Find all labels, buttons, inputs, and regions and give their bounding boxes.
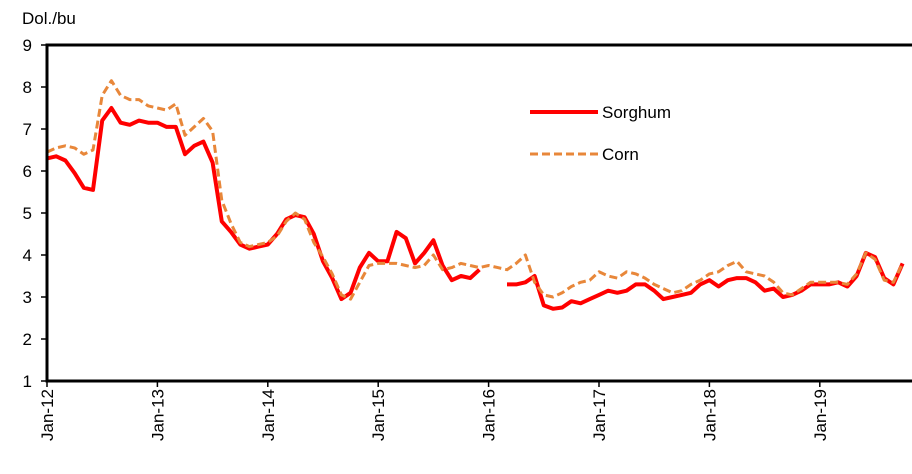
x-tick-label: Jan-19 xyxy=(811,389,830,441)
x-tick-label: Jan-16 xyxy=(480,389,499,441)
y-tick-label: 9 xyxy=(23,36,32,55)
x-tick-label: Jan-17 xyxy=(590,389,609,441)
x-tick-label: Jan-14 xyxy=(259,389,278,441)
x-tick-label: Jan-15 xyxy=(369,389,388,441)
series-line xyxy=(46,79,904,301)
y-tick-label: 1 xyxy=(23,372,32,391)
y-tick-label: 3 xyxy=(23,288,32,307)
y-tick-label: 7 xyxy=(23,120,32,139)
y-tick-label: 5 xyxy=(23,204,32,223)
x-tick-label: Jan-13 xyxy=(148,389,167,441)
y-tick-label: 4 xyxy=(23,246,32,265)
series-line xyxy=(46,106,905,311)
x-tick-label: Jan-18 xyxy=(700,389,719,441)
legend-label: Corn xyxy=(602,145,639,164)
y-tick-label: 8 xyxy=(23,78,32,97)
legend-label: Sorghum xyxy=(602,103,671,122)
x-tick-label: Jan-12 xyxy=(38,389,57,441)
y-tick-label: 2 xyxy=(23,330,32,349)
plot-frame xyxy=(45,43,912,383)
y-axis-label: Dol./bu xyxy=(22,9,76,28)
y-tick-label: 6 xyxy=(23,162,32,181)
